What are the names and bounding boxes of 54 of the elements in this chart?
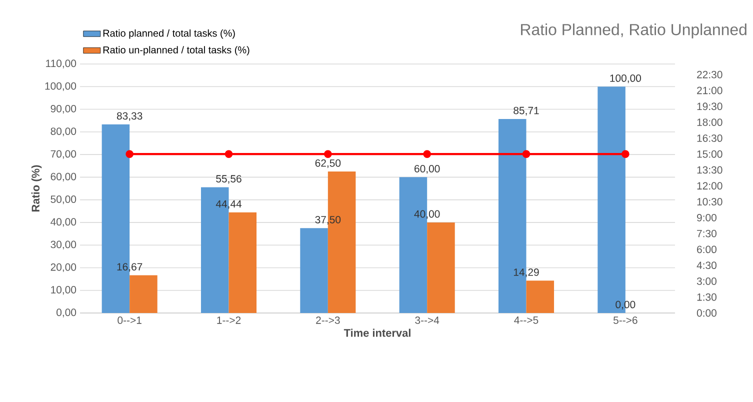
bar: [130, 275, 158, 313]
bar: [228, 212, 257, 313]
data-label: 62,50: [315, 159, 341, 168]
data-label: 60,00: [414, 165, 440, 174]
y-tick-label: 110,00: [46, 60, 76, 68]
bar: [427, 222, 455, 313]
data-label: 100,00: [610, 74, 642, 84]
data-label: 40,00: [414, 210, 440, 219]
x-tick-label: 0-->1: [118, 316, 142, 324]
y-tick-label: 80,00: [50, 128, 76, 136]
y-tick-label: 10,00: [51, 286, 76, 295]
y2-tick-label: 16:30: [697, 134, 722, 142]
y-tick-label: 100,00: [45, 82, 76, 91]
y-axis-title: Ratio (%): [31, 165, 42, 212]
y-tick-label: 50,00: [50, 196, 76, 204]
y2-tick-label: 13:30: [697, 166, 722, 174]
y-tick-label: 70,00: [50, 150, 76, 159]
bar: [526, 280, 554, 313]
y2-tick-label: 1:30: [697, 293, 716, 301]
y2-tick-label: 15:00: [697, 150, 722, 158]
y2-tick-label: 18:00: [697, 118, 722, 126]
legend-label: Ratio planned / total tasks (%): [103, 29, 235, 39]
x-axis-title: Time interval: [344, 328, 410, 337]
legend-label: Ratio un-planned / total tasks (%): [103, 46, 250, 56]
data-label: 55,56: [216, 175, 242, 184]
y-tick-label: 20,00: [50, 263, 76, 272]
y2-tick-label: 6:00: [697, 246, 716, 254]
bar: [300, 228, 328, 313]
y2-tick-label: 21:00: [697, 86, 722, 94]
x-tick-label: 2-->3: [316, 316, 340, 324]
y-tick-label: 30,00: [50, 240, 76, 250]
y-tick-label: 0,00: [56, 308, 76, 318]
chart-title: Ratio Planned, Ratio Unplanned: [521, 24, 746, 38]
y-tick-label: 60,00: [50, 172, 76, 182]
y2-tick-label: 10:30: [697, 198, 722, 206]
y2-tick-label: 19:30: [697, 102, 722, 110]
data-label: 83,33: [116, 112, 142, 121]
data-label: 0,00: [616, 300, 636, 310]
x-tick-label: 3-->4: [415, 316, 440, 324]
y-tick-label: 90,00: [50, 104, 76, 114]
y2-tick-label: 7:30: [697, 230, 716, 238]
data-label: 37,50: [315, 216, 341, 225]
y2-tick-label: 3:00: [696, 278, 716, 285]
y2-tick-label: 9:00: [697, 214, 716, 222]
x-tick-label: 5-->6: [613, 316, 638, 324]
y-tick-label: 40,00: [50, 218, 76, 227]
y2-tick-label: 12:00: [697, 182, 722, 190]
x-tick-label: 1-->2: [217, 316, 241, 324]
data-label: 85,71: [514, 106, 539, 116]
data-label: 44,44: [216, 200, 242, 209]
y2-tick-label: 4:30: [696, 262, 716, 270]
y2-tick-label: 22:30: [697, 70, 722, 78]
y2-tick-label: 0:00: [696, 309, 716, 317]
x-tick-label: 4-->5: [514, 316, 538, 324]
